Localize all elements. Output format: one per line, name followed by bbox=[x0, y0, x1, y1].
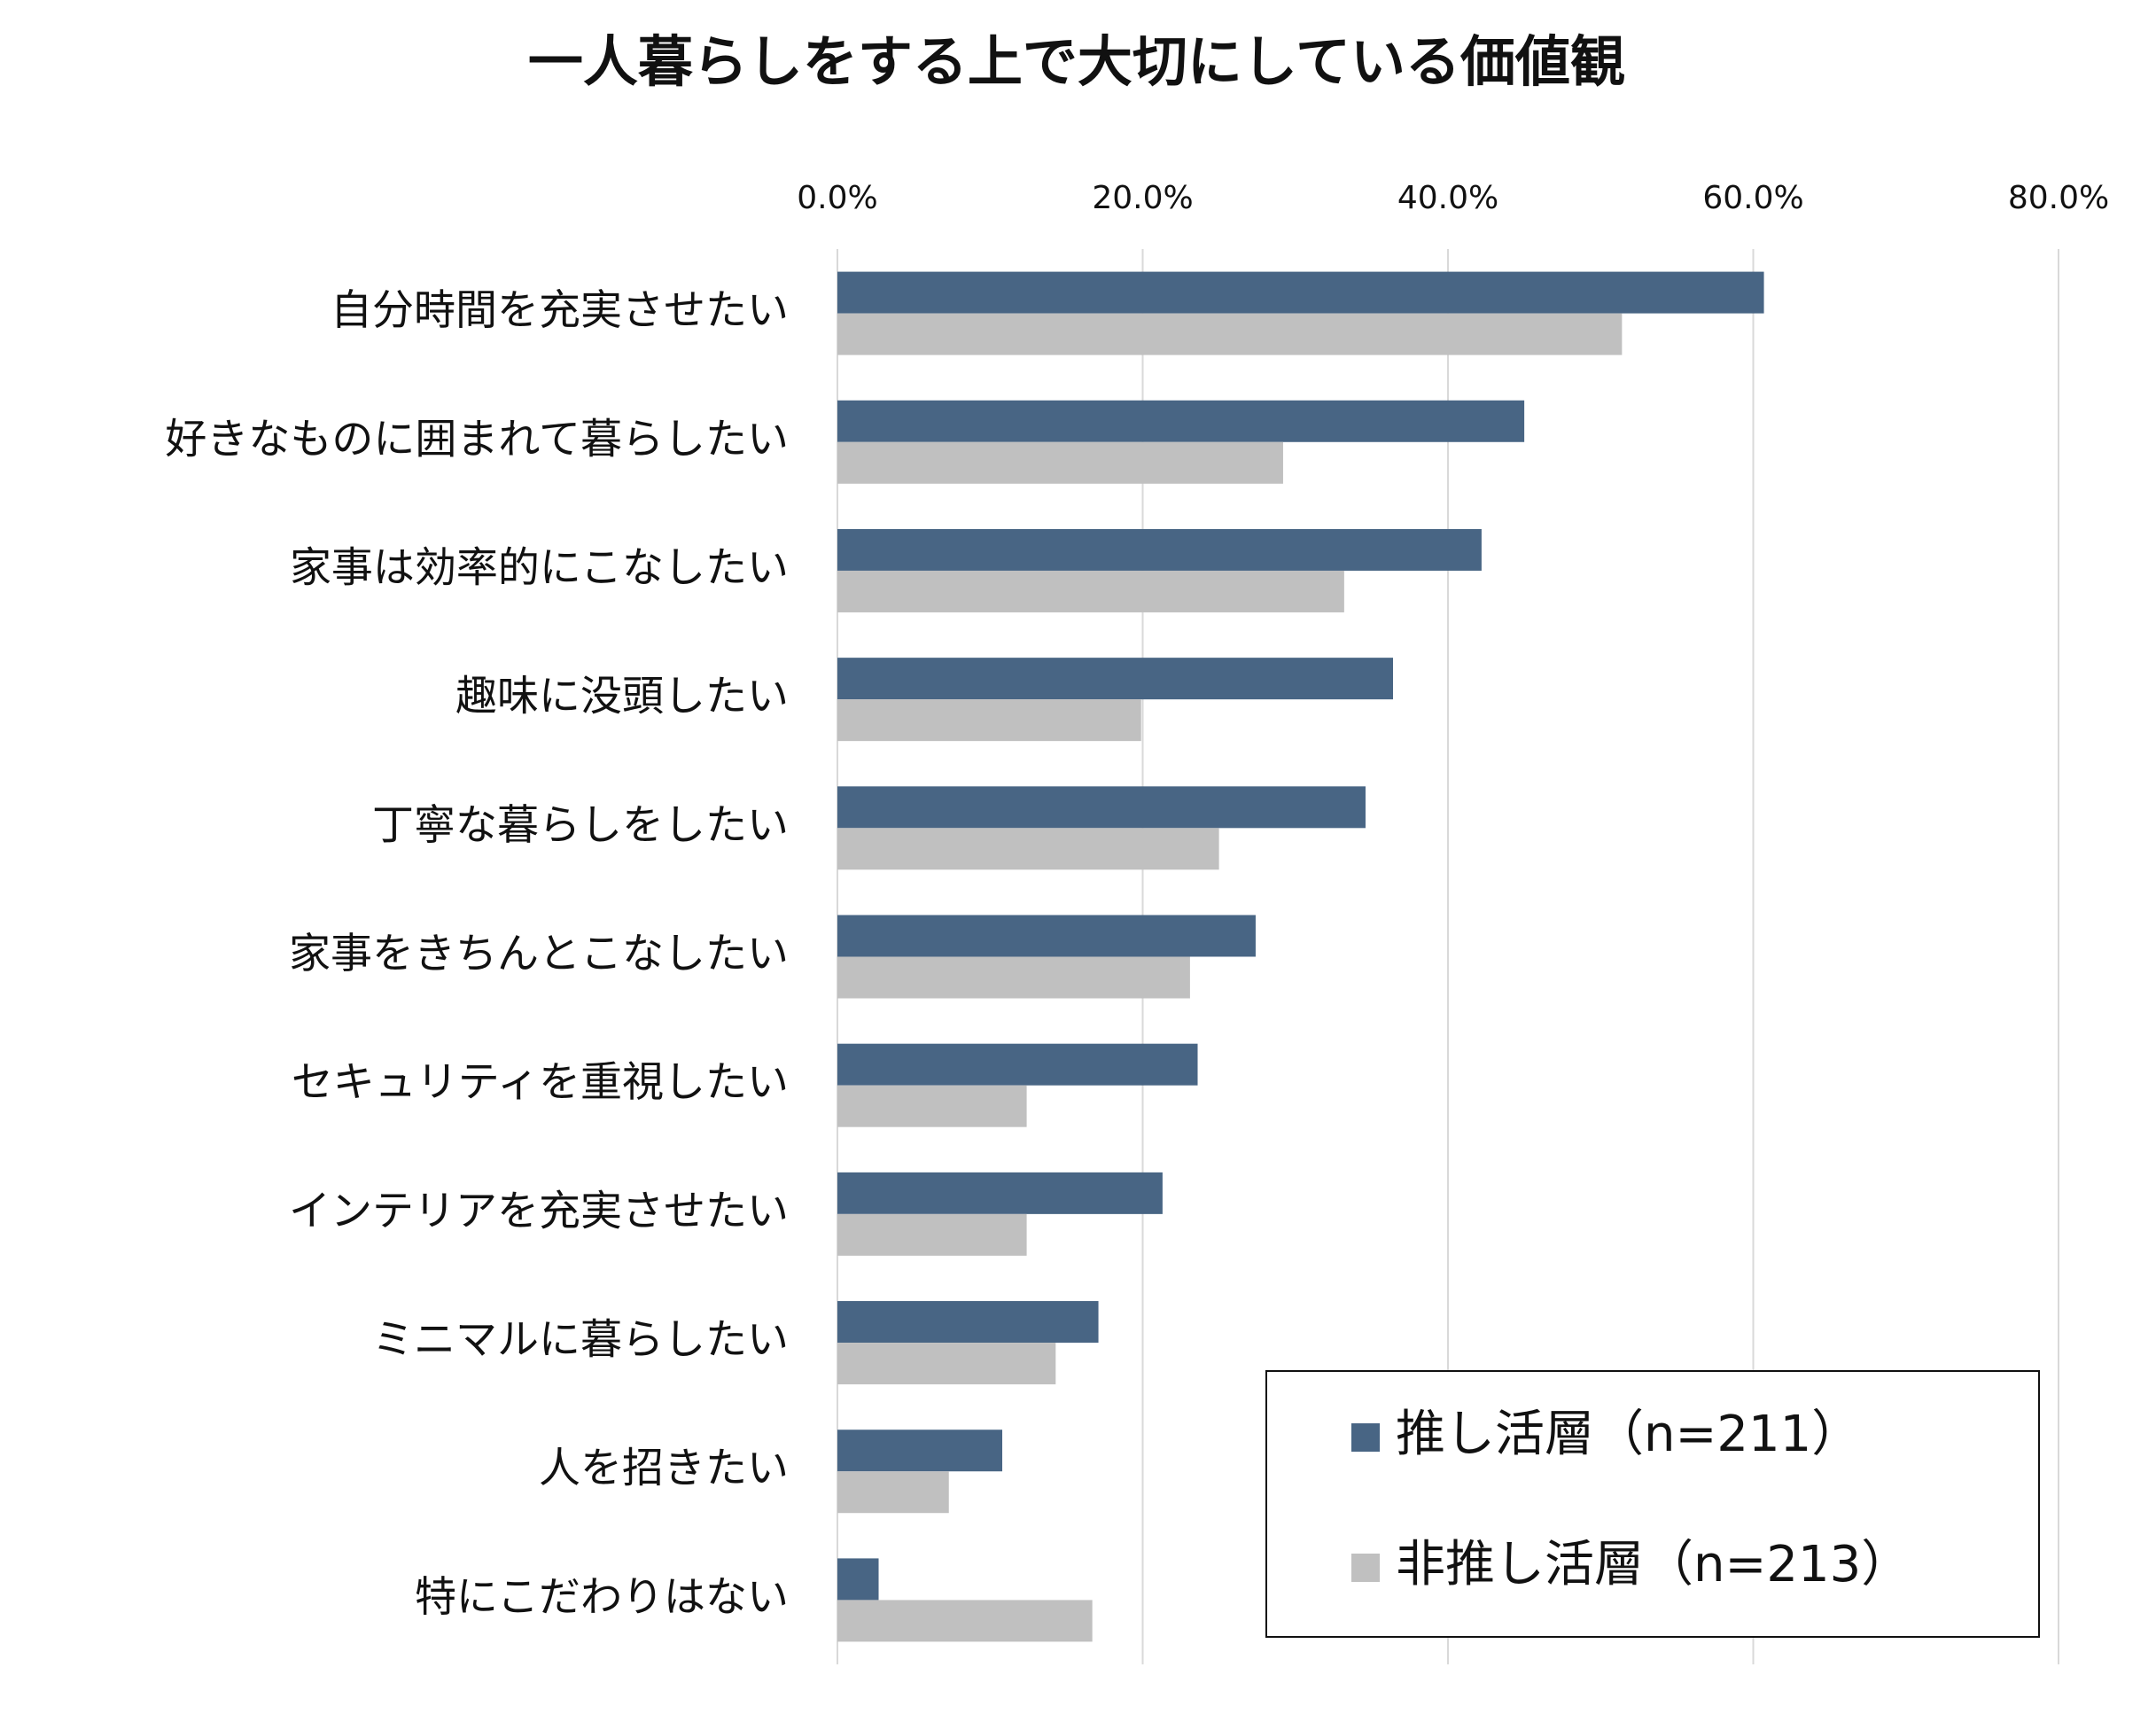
bar bbox=[837, 699, 1141, 742]
bar bbox=[837, 828, 1219, 870]
x-tick-label: 20.0% bbox=[1092, 180, 1193, 216]
bar bbox=[837, 658, 1393, 700]
y-tick-label: ミニマルに暮らしたい bbox=[372, 1316, 789, 1365]
y-tick-label: 家事をきちんとこなしたい bbox=[289, 930, 789, 978]
legend-swatch bbox=[1351, 1554, 1380, 1582]
bar bbox=[837, 1043, 1198, 1086]
legend-swatch bbox=[1351, 1423, 1380, 1452]
x-tick-label: 80.0% bbox=[2008, 180, 2109, 216]
y-tick-label: 丁寧な暮らしをしたい bbox=[372, 801, 789, 850]
x-tick-label: 40.0% bbox=[1397, 180, 1498, 216]
y-tick-label: 特にこだわりはない bbox=[415, 1573, 789, 1622]
chart-title: 一人暮らしをする上で大切にしている価値観 bbox=[528, 29, 1625, 94]
bar bbox=[837, 1301, 1099, 1344]
bar bbox=[837, 271, 1764, 314]
bar bbox=[837, 441, 1283, 484]
bar bbox=[837, 528, 1482, 571]
x-tick-label: 0.0% bbox=[797, 180, 877, 216]
y-tick-label: セキュリティを重視したい bbox=[292, 1058, 789, 1107]
legend-label: 推し活層（n=211） bbox=[1396, 1406, 1861, 1463]
y-tick-label: 人を招きたい bbox=[539, 1445, 789, 1493]
bar bbox=[837, 786, 1366, 829]
bar bbox=[837, 1558, 879, 1601]
x-tick-label: 60.0% bbox=[1702, 180, 1803, 216]
y-tick-label: 好きなものに囲まれて暮らしたい bbox=[165, 415, 789, 464]
bar bbox=[837, 1430, 1003, 1472]
legend-box bbox=[1265, 1370, 2040, 1638]
bar bbox=[837, 313, 1623, 355]
bar bbox=[837, 1471, 949, 1514]
bar bbox=[837, 1085, 1027, 1127]
bar bbox=[837, 956, 1190, 999]
bar bbox=[837, 1600, 1093, 1642]
bar bbox=[837, 570, 1344, 612]
bar bbox=[837, 1213, 1027, 1256]
legend-label: 非推し活層（n=213） bbox=[1396, 1536, 1911, 1593]
y-tick-label: 趣味に没頭したい bbox=[455, 673, 789, 721]
y-tick-label: 家事は効率的にこなしたい bbox=[290, 543, 789, 592]
bar bbox=[837, 1343, 1056, 1385]
y-tick-label: 自分時間を充実させたい bbox=[331, 286, 789, 335]
bar bbox=[837, 1172, 1163, 1214]
y-tick-label: インテリアを充実させたい bbox=[289, 1187, 789, 1235]
bar bbox=[837, 400, 1525, 442]
bar bbox=[837, 915, 1256, 957]
